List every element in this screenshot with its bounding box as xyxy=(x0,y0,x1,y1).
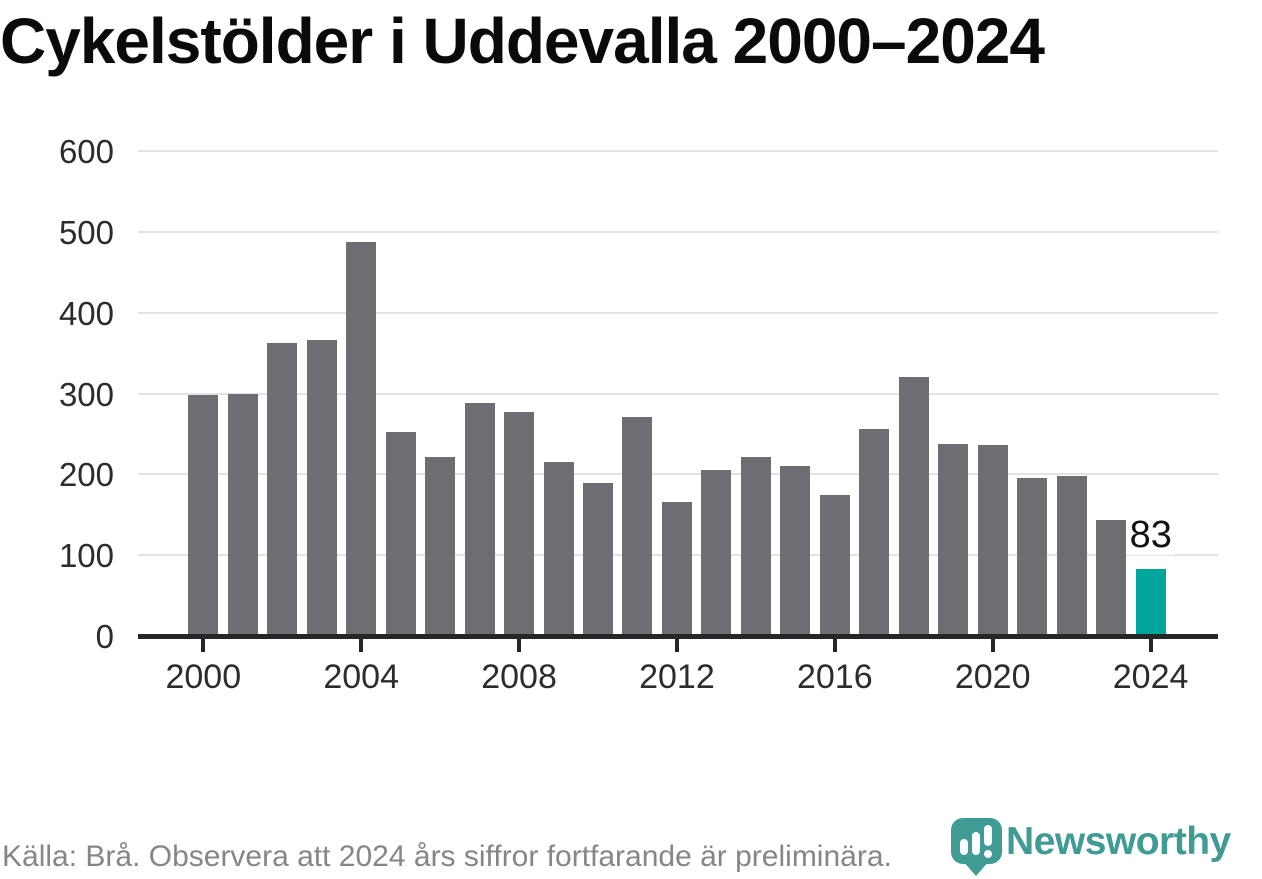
pin-bar-icon xyxy=(984,825,992,846)
x-axis-line xyxy=(138,634,1218,639)
xtick-2008 xyxy=(517,639,522,652)
bar-2002 xyxy=(267,342,298,636)
pin-tail-icon xyxy=(962,860,990,876)
bar-2000 xyxy=(188,395,219,636)
bar-2009 xyxy=(543,462,574,636)
xtick-label-2016: 2016 xyxy=(796,658,873,696)
bar-2016 xyxy=(819,495,850,636)
gridline-y300 xyxy=(138,392,1218,395)
ytick-label-0: 0 xyxy=(95,618,114,655)
xtick-label-2000: 2000 xyxy=(165,658,242,696)
gridline-y600 xyxy=(138,150,1218,153)
xtick-2016 xyxy=(832,639,837,652)
bar-2019 xyxy=(938,443,969,636)
bar-2018 xyxy=(898,377,929,636)
gridline-y500 xyxy=(138,231,1218,234)
bar-2023 xyxy=(1096,519,1127,636)
bar-2008 xyxy=(504,412,535,636)
bar-2004 xyxy=(346,241,377,636)
bar-2006 xyxy=(425,457,456,636)
xtick-label-2008: 2008 xyxy=(481,658,557,696)
ytick-label-200: 200 xyxy=(58,456,114,494)
xtick-label-2012: 2012 xyxy=(639,658,715,696)
bar-2007 xyxy=(464,402,495,636)
bar-2017 xyxy=(859,429,890,636)
bar-2001 xyxy=(227,393,258,636)
ytick-label-300: 300 xyxy=(58,375,114,413)
bar-2015 xyxy=(780,465,811,636)
bar-2021 xyxy=(1017,478,1048,636)
bar-2014 xyxy=(740,457,771,636)
source-note: Källa: Brå. Observera att 2024 års siffr… xyxy=(2,840,892,873)
newsworthy-wordmark: Newsworthy xyxy=(1006,820,1231,863)
chart-title: Cykelstölder i Uddevalla 2000–2024 xyxy=(0,5,1045,77)
xtick-label-2020: 2020 xyxy=(954,658,1031,696)
xtick-2024 xyxy=(1148,639,1153,652)
xtick-label-2024: 2024 xyxy=(1112,658,1189,696)
pin-bar-icon xyxy=(972,832,980,855)
bar-2011 xyxy=(622,417,653,636)
bar-value-label: 83 xyxy=(1126,514,1175,555)
bar-2010 xyxy=(583,483,613,636)
bar-2013 xyxy=(701,470,732,636)
bar-2020 xyxy=(977,444,1008,636)
bar-2024 xyxy=(1135,568,1166,636)
pin-bar-icon xyxy=(960,839,968,855)
xtick-label-2004: 2004 xyxy=(323,658,399,696)
ytick-label-100: 100 xyxy=(58,537,114,575)
xtick-2012 xyxy=(674,639,679,652)
newsworthy-pin-icon xyxy=(951,818,1002,864)
bar-2005 xyxy=(385,432,416,636)
pin-dot-icon xyxy=(984,850,992,858)
ytick-label-600: 600 xyxy=(58,133,114,171)
bar-2022 xyxy=(1056,476,1087,636)
bar-2012 xyxy=(661,501,692,636)
ytick-label-500: 500 xyxy=(58,214,114,252)
gridline-y200 xyxy=(138,473,1218,476)
ytick-label-400: 400 xyxy=(58,294,114,332)
gridline-y400 xyxy=(138,311,1218,314)
bar-2003 xyxy=(306,339,337,636)
xtick-2020 xyxy=(990,639,995,652)
xtick-2000 xyxy=(201,639,206,652)
xtick-2004 xyxy=(359,639,364,652)
